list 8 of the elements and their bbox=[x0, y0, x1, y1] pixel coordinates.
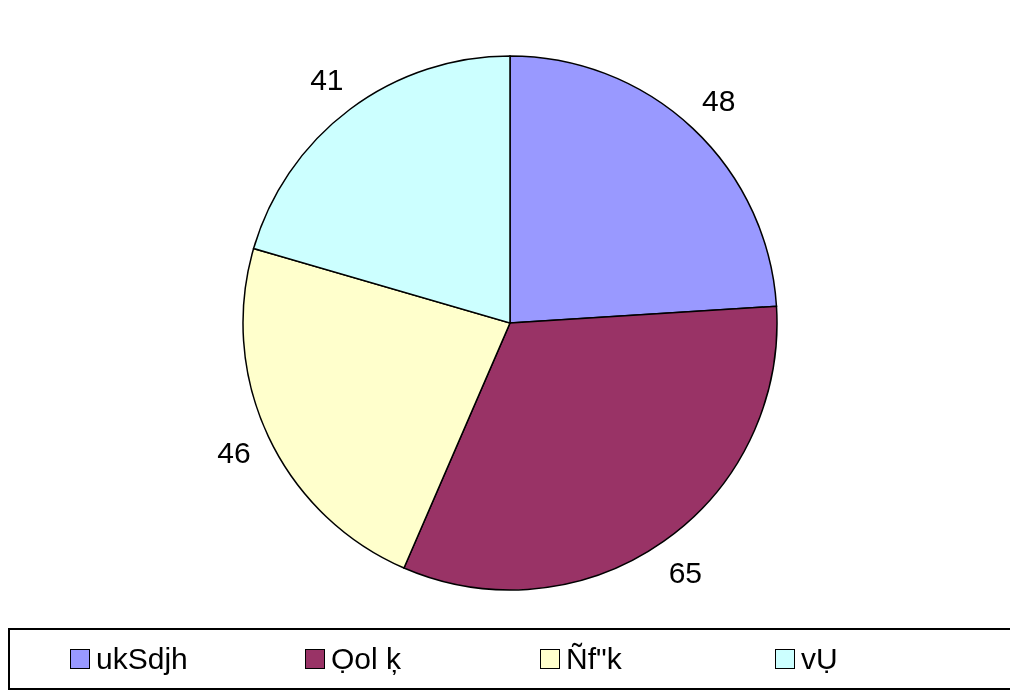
legend-label: Ọol ķ bbox=[331, 642, 402, 676]
data-label: 48 bbox=[702, 84, 736, 118]
data-label: 41 bbox=[310, 62, 344, 96]
data-label: 46 bbox=[217, 436, 251, 470]
legend-label: vỤ bbox=[801, 642, 838, 676]
data-label: 65 bbox=[668, 556, 703, 590]
legend-label: ukSdjh bbox=[96, 642, 188, 676]
legend-label: Ñf"k bbox=[566, 642, 622, 676]
